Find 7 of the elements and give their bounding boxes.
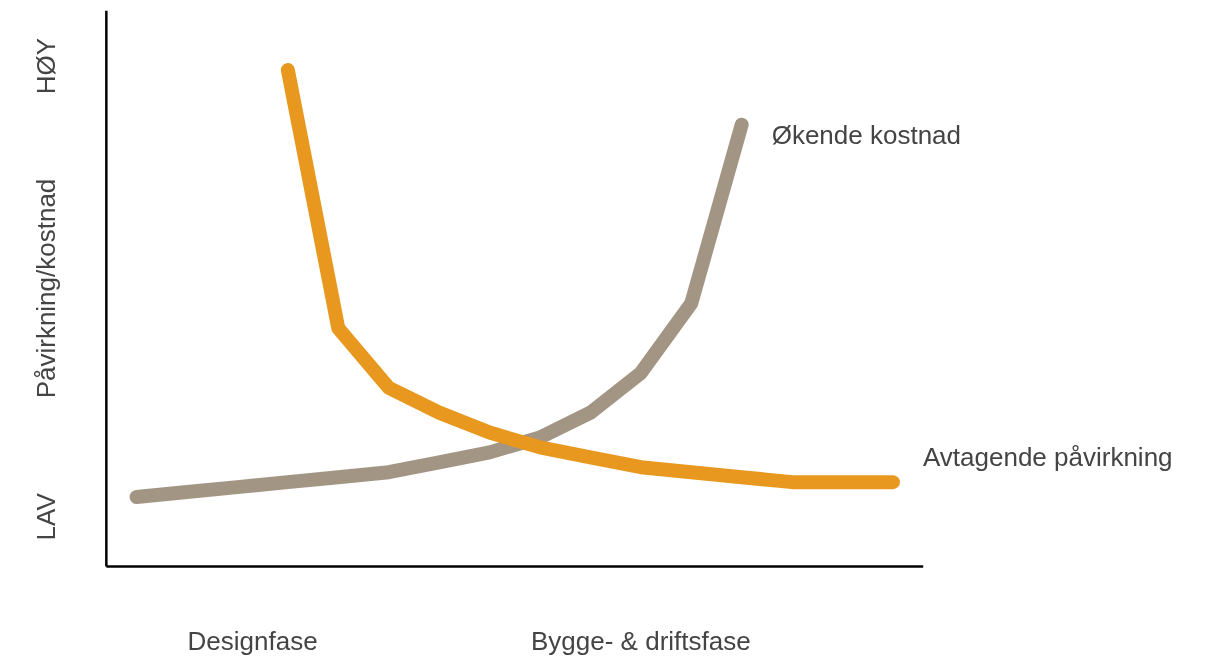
series-label: Økende kostnad xyxy=(771,119,962,150)
text: LAV xyxy=(31,492,62,541)
text: Designfase xyxy=(187,625,318,656)
text: Bygge- & driftsfase xyxy=(531,625,751,656)
y-axis-title: Påvirkning/kostnad xyxy=(31,178,62,399)
series-label: Avtagende påvirkning xyxy=(922,442,1173,473)
text: HØY xyxy=(31,37,62,95)
